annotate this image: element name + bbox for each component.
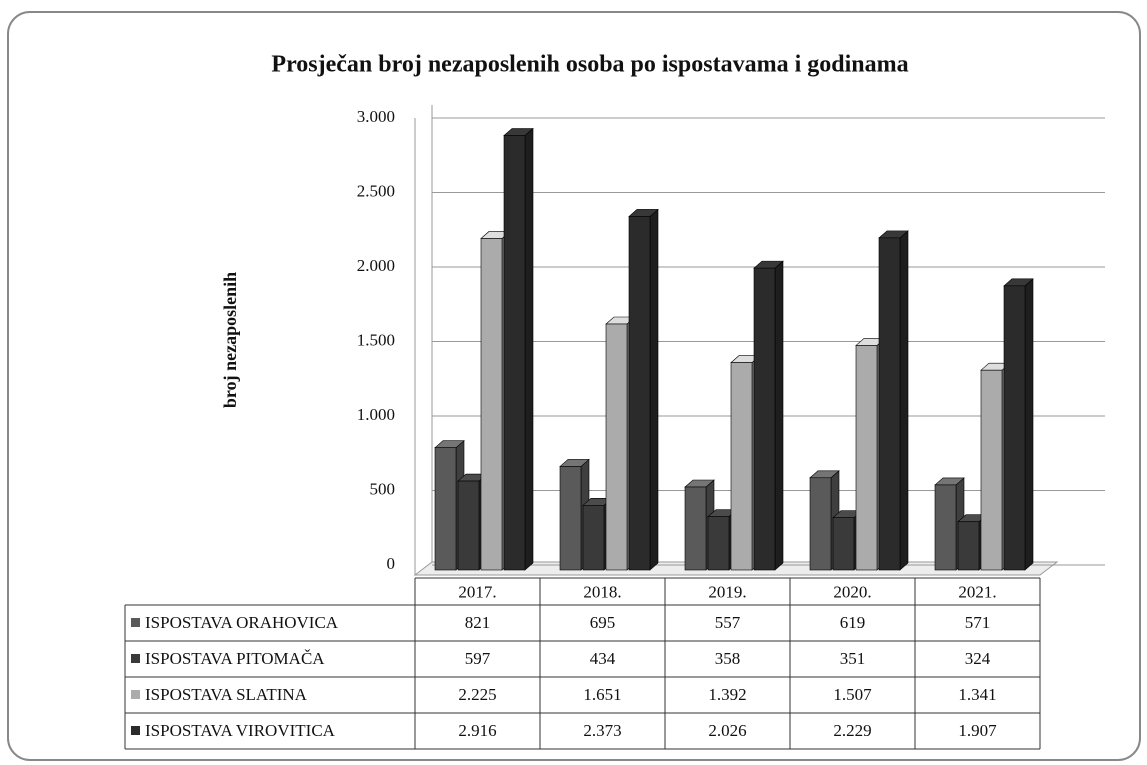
data-label: 2.229 xyxy=(833,721,871,740)
x-tick-label: 2020. xyxy=(833,582,871,601)
bar xyxy=(628,216,651,571)
y-tick-label: 500 xyxy=(370,479,396,498)
bar xyxy=(855,345,878,571)
legend-label: ISPOSTAVA SLATINA xyxy=(145,685,308,704)
data-label: 571 xyxy=(965,613,991,632)
bar xyxy=(559,466,582,571)
data-label: 358 xyxy=(715,649,741,668)
legend-label: ISPOSTAVA VIROVITICA xyxy=(145,721,336,740)
data-label: 2.916 xyxy=(458,721,496,740)
legend-swatch xyxy=(131,726,140,735)
bar xyxy=(707,516,730,571)
bar xyxy=(957,521,980,571)
bar xyxy=(457,480,480,571)
bar-side xyxy=(649,208,659,571)
bar xyxy=(832,517,855,571)
data-label: 2.373 xyxy=(583,721,621,740)
data-label: 1.507 xyxy=(833,685,872,704)
bar-side xyxy=(774,260,784,571)
data-label: 695 xyxy=(590,613,616,632)
data-label: 324 xyxy=(965,649,991,668)
legend-label: ISPOSTAVA PITOMAČA xyxy=(145,649,325,668)
bar xyxy=(684,486,707,571)
data-label: 821 xyxy=(465,613,491,632)
data-label: 1.341 xyxy=(958,685,996,704)
y-tick-label: 1.500 xyxy=(357,330,395,349)
bar-side xyxy=(1024,278,1034,571)
legend-swatch xyxy=(131,690,140,699)
x-tick-label: 2017. xyxy=(458,582,496,601)
bar xyxy=(730,362,753,571)
y-tick-label: 2.000 xyxy=(357,256,395,275)
data-label: 2.026 xyxy=(708,721,746,740)
y-tick-label: 2.500 xyxy=(357,181,395,200)
bar xyxy=(434,447,457,571)
bar xyxy=(1003,285,1026,571)
x-tick-label: 2021. xyxy=(958,582,996,601)
data-label: 619 xyxy=(840,613,866,632)
bar xyxy=(753,267,776,571)
data-label: 557 xyxy=(715,613,741,632)
data-label: 1.907 xyxy=(958,721,997,740)
x-tick-label: 2019. xyxy=(708,582,746,601)
bar xyxy=(605,323,628,571)
bar xyxy=(582,505,605,571)
bar xyxy=(980,369,1003,571)
legend-swatch xyxy=(131,654,140,663)
bar xyxy=(503,135,526,571)
y-tick-label: 0 xyxy=(387,554,396,573)
chart-title: Prosječan broj nezaposlenih osoba po isp… xyxy=(271,52,908,78)
y-axis-label: broj nezaposlenih xyxy=(220,272,240,408)
bar xyxy=(878,237,901,571)
legend-swatch xyxy=(131,618,140,627)
bar xyxy=(934,484,957,571)
legend-label: ISPOSTAVA ORAHOVICA xyxy=(145,613,339,632)
data-label: 597 xyxy=(465,649,491,668)
y-tick-label: 3.000 xyxy=(357,107,395,126)
bar xyxy=(480,238,503,571)
y-tick-label: 1.000 xyxy=(357,405,395,424)
bar xyxy=(809,477,832,571)
x-tick-label: 2018. xyxy=(583,582,621,601)
data-label: 351 xyxy=(840,649,866,668)
bar-side xyxy=(899,230,909,571)
data-label: 1.392 xyxy=(708,685,746,704)
bar-side xyxy=(524,127,534,571)
data-label: 1.651 xyxy=(583,685,621,704)
data-label: 2.225 xyxy=(458,685,496,704)
frame xyxy=(7,11,1141,761)
data-label: 434 xyxy=(590,649,616,668)
